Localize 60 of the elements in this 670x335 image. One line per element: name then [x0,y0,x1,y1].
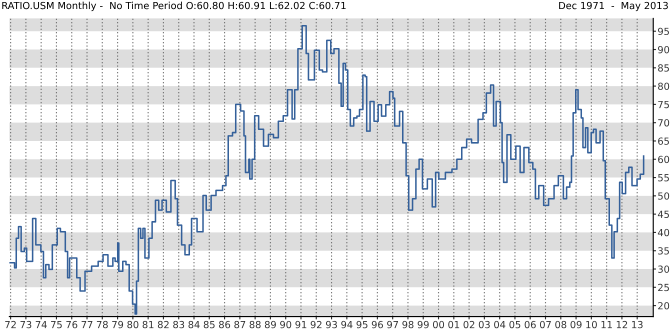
x-tick-label: 12 [616,320,628,328]
x-tick-label: 89 [264,320,276,328]
y-tick-label: 95 [658,28,669,36]
x-tick-label: 11 [602,321,612,328]
x-tick-label: 90 [280,320,292,328]
y-tick-label: 35 [658,247,669,255]
x-tick-label: 01 [448,320,460,328]
y-tick-label: 90 [658,46,670,54]
x-tick-label: 88 [250,320,261,328]
x-tick-label: 95 [356,320,368,328]
x-tick-label: 82 [158,320,169,328]
x-tick-label: 76 [66,320,78,328]
x-tick-label: 75 [51,321,62,328]
x-tick-label: 05 [509,320,520,328]
y-tick-label: 55 [658,174,669,182]
x-tick-label: 07 [540,320,551,328]
x-tick-label: 74 [36,321,47,328]
x-tick-label: 02 [464,320,474,328]
y-tick-label: 50 [658,192,670,200]
x-tick-label: 99 [418,320,429,328]
x-tick-label: 08 [555,320,566,328]
x-tick-label: 87 [234,320,246,328]
x-tick-label: 97 [387,320,398,328]
y-tick-label: 40 [658,228,670,236]
x-tick-label: 03 [478,320,490,328]
x-tick-label: 72 [5,320,16,328]
x-tick-label: 83 [173,320,184,328]
y-tick-label: 20 [658,302,670,310]
x-tick-label: 94 [341,320,352,328]
y-tick-label: 75 [658,101,669,108]
y-tick-label: 80 [658,82,670,90]
x-tick-label: 86 [219,320,230,328]
x-tick-label: 93 [326,320,337,328]
x-tick-label: 00 [432,320,444,328]
y-tick-label: 45 [658,210,669,218]
x-tick-label: 73 [20,320,32,328]
text: Dec 1971 - May 2013 [559,2,668,12]
x-tick-label: 91 [295,320,306,328]
x-tick-label: 80 [127,320,138,328]
x-tick-label: 78 [96,320,108,328]
x-tick-label: 06 [524,320,536,328]
x-tick-label: 79 [112,320,124,328]
x-tick-label: 96 [372,320,383,328]
y-tick-label: 60 [658,156,670,164]
x-tick-label: 77 [82,321,92,328]
y-tick-label: 25 [658,284,669,292]
x-tick-label: 98 [402,320,414,328]
x-tick-label: 81 [142,320,154,328]
x-tick-label: 92 [310,320,322,328]
y-tick-label: 70 [658,119,670,127]
x-tick-label: 09 [570,320,582,328]
x-tick-label: 85 [204,320,215,328]
x-tick-label: 84 [188,320,200,328]
chart-title: RATIO.USM Monthly - No Time Period O:60.80 H:60.91 L:62.02 C:60.71 [2,2,346,12]
x-tick-label: 10 [586,320,597,328]
y-tick-label: 65 [658,137,669,145]
x-tick-label: 04 [494,320,506,328]
y-tick-label: 85 [658,64,669,72]
x-tick-label: 13 [632,320,643,328]
y-tick-label: 30 [658,265,670,273]
